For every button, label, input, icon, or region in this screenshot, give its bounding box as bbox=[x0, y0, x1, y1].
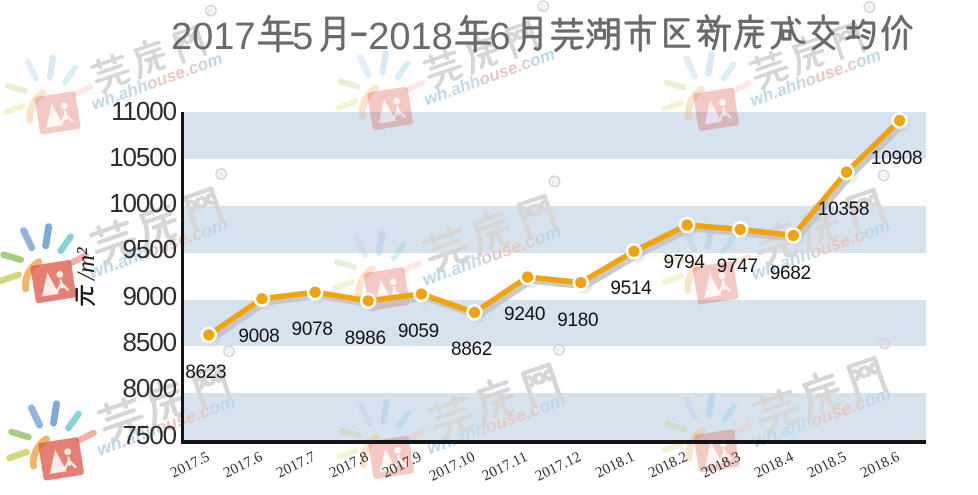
svg-text:R: R bbox=[550, 177, 559, 187]
svg-text:R: R bbox=[879, 171, 888, 181]
svg-text:R: R bbox=[539, 1, 548, 11]
svg-text:R: R bbox=[207, 6, 216, 16]
svg-text:5: 5 bbox=[292, 16, 313, 58]
svg-text:R: R bbox=[880, 339, 889, 349]
svg-text:/m²: /m² bbox=[73, 247, 100, 282]
svg-text:2017: 2017 bbox=[171, 16, 256, 58]
svg-text:2018: 2018 bbox=[368, 16, 453, 58]
svg-text:R: R bbox=[217, 169, 226, 179]
svg-text:R: R bbox=[865, 2, 874, 12]
svg-text:6: 6 bbox=[489, 16, 510, 58]
svg-text:R: R bbox=[555, 345, 564, 355]
svg-text:R: R bbox=[225, 347, 234, 357]
